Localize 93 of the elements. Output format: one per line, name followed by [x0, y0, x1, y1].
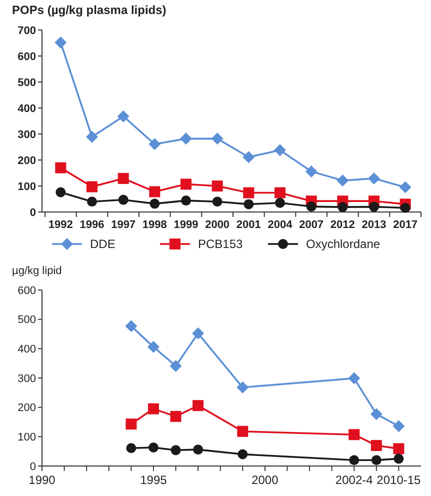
point — [125, 320, 138, 332]
y-tick-label: 100 — [18, 432, 36, 444]
point — [368, 172, 380, 184]
point — [170, 410, 182, 422]
point — [370, 440, 382, 451]
x-tick-label: 2002-4 — [335, 473, 374, 487]
point — [87, 196, 97, 207]
x-tick-label: 1990 — [28, 473, 56, 487]
point — [192, 327, 204, 340]
point — [149, 186, 160, 198]
y-tick-label: 0 — [30, 206, 36, 219]
y-tick-label: 300 — [18, 372, 36, 385]
y-tick-label: 600 — [18, 284, 36, 297]
x-tick-label: 2000 — [205, 219, 230, 231]
y-axis-title: POPs (µg/kg plasma lipids) — [12, 3, 166, 17]
point — [212, 180, 223, 192]
point — [170, 445, 181, 456]
point — [117, 110, 130, 122]
point — [54, 36, 67, 48]
point — [170, 360, 182, 372]
point — [148, 138, 161, 150]
x-tick-label: 1992 — [48, 219, 73, 231]
legend-label: DDE — [90, 237, 116, 252]
point — [336, 174, 349, 187]
point — [236, 381, 249, 394]
point — [274, 187, 286, 198]
point — [393, 443, 404, 454]
point — [238, 449, 248, 460]
point — [118, 194, 128, 205]
x-tick-label: 2007 — [299, 219, 324, 231]
point — [148, 442, 158, 453]
point — [348, 372, 360, 384]
point — [55, 162, 66, 174]
point — [275, 198, 285, 208]
point — [370, 408, 382, 420]
point — [212, 196, 222, 207]
x-tick-label: 2012 — [330, 219, 355, 231]
point — [244, 199, 254, 210]
y-tick-label: 700 — [18, 24, 36, 37]
point — [305, 165, 318, 178]
x-tick-label: 2013 — [362, 219, 386, 231]
point — [126, 443, 136, 454]
point — [392, 420, 405, 432]
point — [181, 196, 191, 206]
point — [180, 178, 192, 190]
y-tick-label: 500 — [18, 76, 36, 89]
point — [242, 151, 255, 164]
point — [349, 455, 360, 466]
point — [147, 340, 160, 353]
y-tick-label: 100 — [18, 180, 36, 193]
point — [399, 181, 412, 194]
x-tick-label: 1996 — [80, 219, 104, 231]
y-axis-title: µg/kg lipid — [12, 265, 62, 277]
x-tick-label: 2017 — [393, 219, 418, 231]
y-tick-label: 400 — [18, 102, 36, 115]
point — [56, 187, 66, 198]
legend-label: Oxychlordane — [306, 237, 380, 252]
y-tick-label: 0 — [30, 460, 36, 473]
x-tick-label: 1995 — [140, 473, 168, 487]
point — [192, 400, 204, 412]
y-tick-label: 400 — [18, 344, 36, 356]
y-tick-label: 600 — [18, 50, 36, 63]
point — [338, 202, 348, 212]
point — [150, 198, 160, 209]
x-tick-label: 2004 — [268, 219, 294, 231]
point — [369, 202, 379, 212]
point — [193, 444, 204, 455]
x-tick-label: 2000 — [252, 473, 279, 487]
y-tick-label: 200 — [18, 154, 36, 167]
y-tick-label: 300 — [18, 128, 36, 141]
point — [243, 187, 254, 198]
point — [148, 403, 159, 414]
y-tick-label: 500 — [18, 314, 36, 326]
x-tick-label: 2001 — [236, 219, 261, 231]
point — [126, 418, 137, 430]
point — [274, 144, 286, 156]
point — [118, 172, 129, 184]
point — [400, 202, 410, 213]
x-tick-label: 1997 — [111, 219, 136, 231]
y-tick-label: 200 — [18, 402, 36, 414]
point — [371, 455, 382, 466]
point — [237, 426, 248, 437]
point — [86, 181, 98, 192]
point — [306, 202, 316, 212]
legend-label: PCB153 — [198, 237, 244, 252]
x-tick-label: 1998 — [142, 219, 167, 231]
point — [394, 454, 404, 464]
x-tick-label: 2010-15 — [376, 473, 422, 487]
point — [86, 130, 98, 143]
point — [348, 429, 360, 440]
point — [211, 132, 224, 145]
point — [180, 132, 192, 145]
x-tick-label: 1999 — [174, 219, 198, 231]
